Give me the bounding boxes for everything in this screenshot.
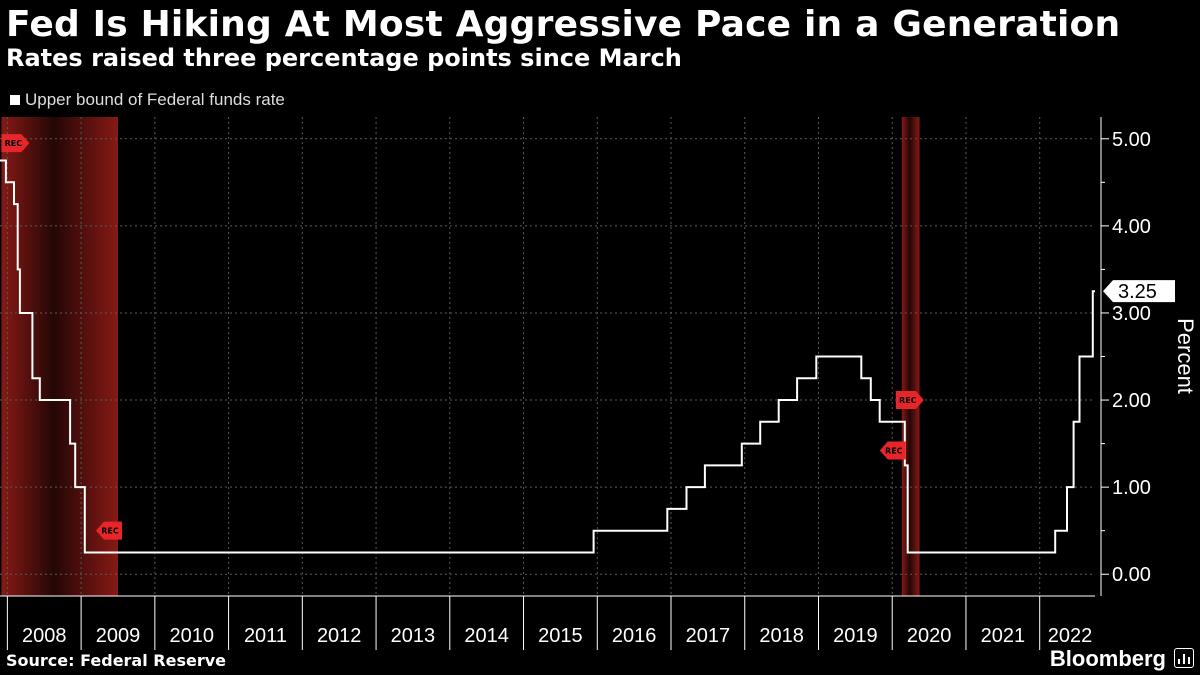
callout-value: 3.25 <box>1118 281 1157 303</box>
x-tick-label: 2015 <box>538 625 583 647</box>
recession-bands <box>1 117 920 596</box>
axes: 0.00 1.00 2.00 3.00 4.00 5.00 2008 2009 2010 2011… <box>0 117 1198 650</box>
rec-marker-label: REC <box>885 447 903 456</box>
x-tick-label: 2009 <box>96 625 141 647</box>
y-tick-label: 2.00 <box>1112 390 1151 412</box>
x-tick-label: 2010 <box>169 625 214 647</box>
rec-marker-4: REC <box>879 441 906 460</box>
x-tick-label: 2008 <box>22 625 67 647</box>
x-tick-label: 2013 <box>391 625 436 647</box>
value-callout: 3.25 <box>1103 280 1175 303</box>
rec-marker-shape <box>95 521 122 540</box>
x-tick-label: 2021 <box>981 625 1026 647</box>
rec-marker-1: REC <box>1 134 30 153</box>
bar-chart-icon <box>1174 648 1194 668</box>
rec-marker-shape <box>895 391 924 410</box>
x-tick-label: 2014 <box>464 625 509 647</box>
gridlines <box>0 117 1095 596</box>
brand-logo: Bloomberg <box>1049 646 1166 671</box>
y-tick-label: 5.00 <box>1112 129 1151 151</box>
y-tick-label: 0.00 <box>1112 564 1151 586</box>
series-line-1 <box>0 159 1095 554</box>
x-tick-label: 2012 <box>317 625 362 647</box>
x-tick-label: 2016 <box>612 625 657 647</box>
recession-band-2 <box>901 117 920 596</box>
x-tick-label: 2017 <box>686 625 731 647</box>
rec-markers: REC REC REC REC <box>1 134 924 540</box>
source-note: Source: Federal Reserve <box>6 651 226 670</box>
x-tick-label: 2022 <box>1048 625 1093 647</box>
legend-label: Upper bound of Federal funds rate <box>25 90 285 109</box>
rec-marker-3: REC <box>895 391 924 410</box>
legend-swatch <box>10 95 20 105</box>
chart-title: Fed Is Hiking At Most Aggressive Pace in… <box>6 4 1121 45</box>
legend: Upper bound of Federal funds rate <box>10 90 285 110</box>
callout-box <box>1103 280 1175 303</box>
rec-marker-shape <box>1 134 30 153</box>
x-tick-label: 2020 <box>907 625 952 647</box>
rec-marker-2: REC <box>95 521 122 540</box>
y-axis-title: Percent <box>1173 318 1198 394</box>
chart-subtitle: Rates raised three percentage points sin… <box>6 44 682 72</box>
rec-marker-shape <box>879 441 906 460</box>
y-tick-label: 4.00 <box>1112 216 1151 238</box>
y-tick-label: 3.00 <box>1112 303 1151 325</box>
rec-marker-label: REC <box>899 396 917 405</box>
x-tick-label: 2019 <box>833 625 878 647</box>
x-tick-label: 2018 <box>759 625 804 647</box>
rec-marker-label: REC <box>101 527 119 536</box>
y-tick-label: 1.00 <box>1112 477 1151 499</box>
x-tick-label: 2011 <box>244 625 287 647</box>
recession-band-1 <box>1 117 118 596</box>
rec-marker-label: REC <box>5 139 23 148</box>
series-layer <box>0 159 1095 554</box>
